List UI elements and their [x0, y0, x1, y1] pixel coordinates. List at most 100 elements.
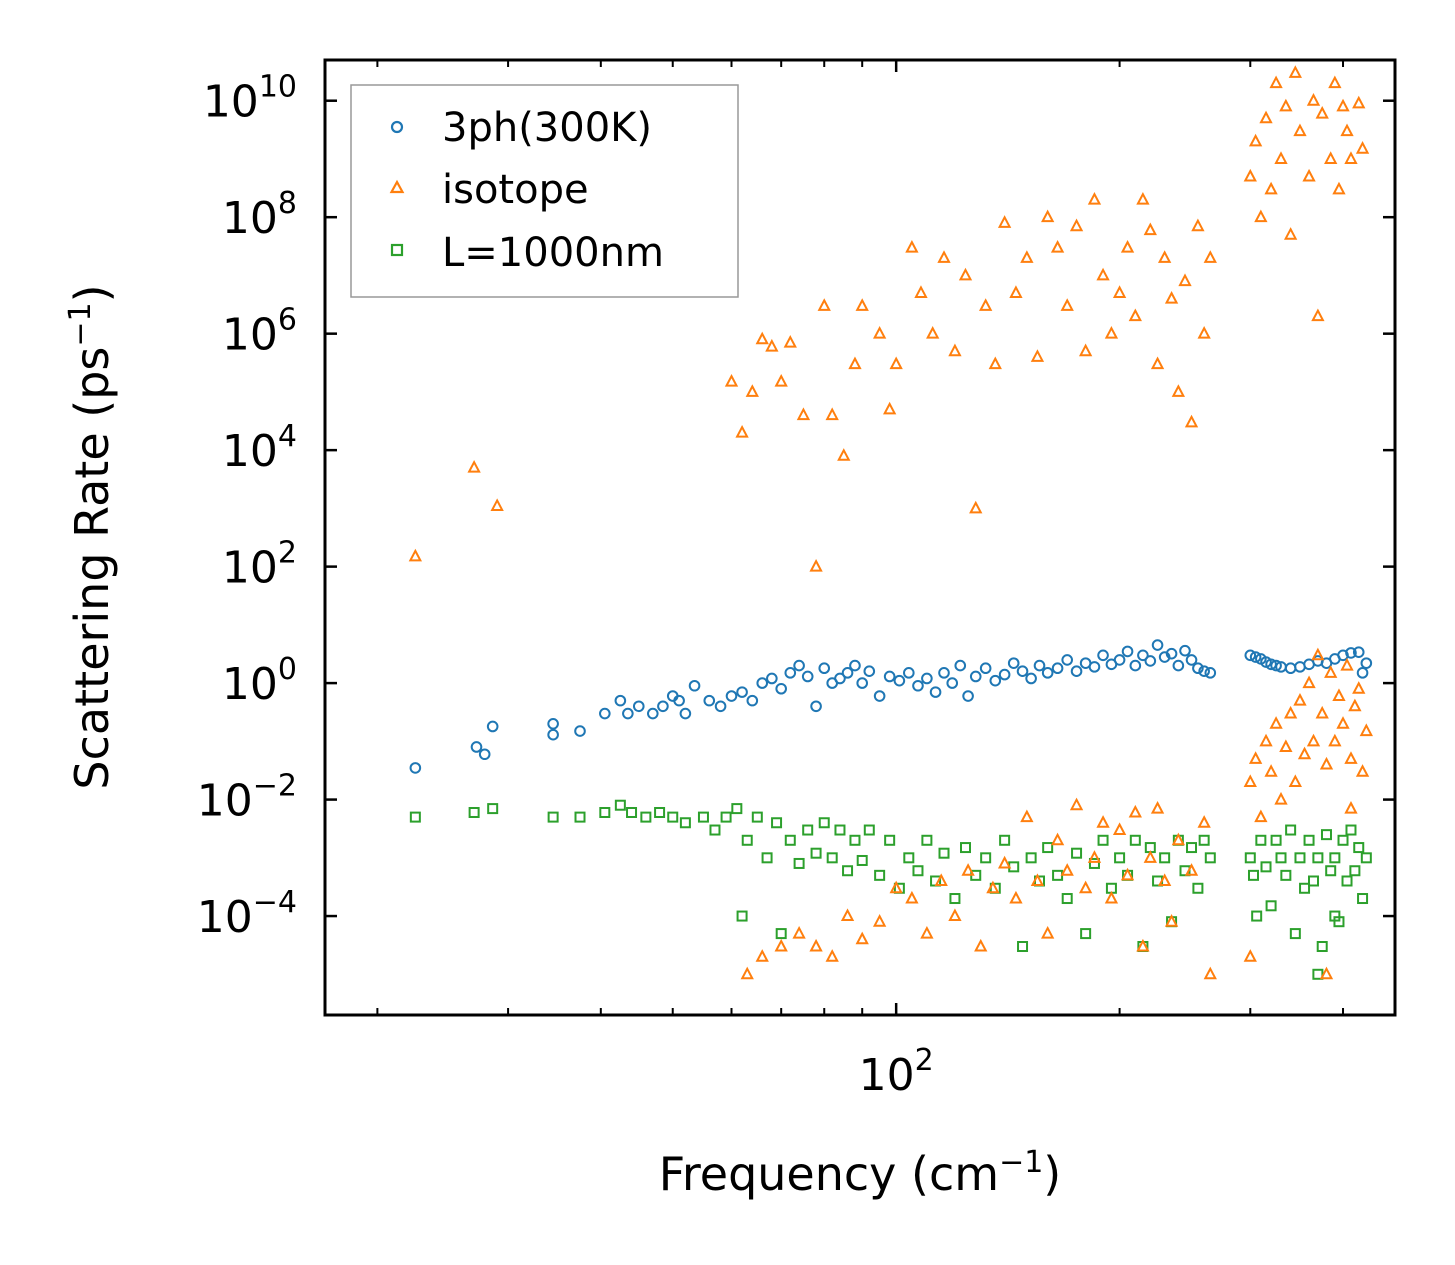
data-point — [1087, 192, 1102, 205]
data-point — [1251, 910, 1263, 922]
data-point — [746, 694, 759, 707]
data-point — [657, 700, 669, 713]
data-point — [1069, 797, 1084, 811]
data-point — [761, 852, 773, 864]
data-point — [874, 869, 886, 881]
data-point — [1137, 649, 1149, 662]
data-point — [1279, 739, 1293, 752]
data-point — [724, 373, 739, 387]
data-point — [740, 966, 754, 980]
data-point — [1114, 852, 1126, 864]
x-axis-title: Frequency (cm−1) — [659, 1145, 1062, 1201]
data-point — [1328, 75, 1342, 89]
data-point — [920, 925, 934, 939]
data-point — [1186, 842, 1198, 854]
data-point — [1197, 326, 1211, 339]
legend-label-l1000nm: L=1000nm — [442, 230, 664, 276]
data-point — [1009, 285, 1023, 298]
data-point — [1112, 285, 1127, 298]
data-point — [1136, 192, 1150, 205]
data-point — [1159, 852, 1171, 864]
data-point — [1352, 95, 1366, 109]
data-point — [817, 298, 831, 311]
data-point — [1360, 657, 1373, 669]
data-point — [1157, 873, 1172, 886]
data-point — [980, 852, 992, 864]
data-point — [1316, 941, 1328, 953]
data-point — [1060, 863, 1074, 876]
data-point — [1349, 865, 1361, 877]
data-point — [1061, 654, 1074, 666]
data-point — [1344, 151, 1358, 164]
data-point — [755, 331, 769, 345]
data-point — [825, 407, 839, 421]
data-point — [725, 690, 738, 702]
y-tick-label: 10−2 — [197, 769, 297, 827]
data-point — [1332, 181, 1346, 195]
data-point — [1280, 869, 1292, 881]
data-point — [1129, 834, 1141, 846]
series-L=1000nm — [409, 799, 1372, 980]
data-point — [1096, 815, 1110, 828]
y-tick-label: 10−4 — [197, 885, 297, 943]
data-point — [490, 498, 504, 511]
data-point — [834, 824, 846, 836]
data-point — [1151, 639, 1164, 651]
data-point — [1344, 751, 1358, 764]
data-point — [855, 298, 869, 311]
data-point — [884, 834, 896, 846]
data-point — [978, 298, 993, 311]
data-point — [818, 817, 830, 829]
data-point — [1328, 733, 1342, 747]
data-point — [1164, 914, 1179, 927]
data-point — [1319, 966, 1334, 980]
data-point — [1269, 716, 1283, 729]
data-point — [771, 817, 783, 829]
data-point — [929, 686, 942, 698]
data-point — [1264, 181, 1278, 195]
data-point — [1302, 168, 1316, 182]
data-point — [912, 865, 924, 877]
data-point — [1355, 141, 1370, 154]
data-point — [903, 667, 915, 679]
data-point — [654, 806, 666, 818]
data-point — [1060, 298, 1074, 311]
data-point — [1325, 865, 1337, 877]
data-point — [1340, 123, 1354, 137]
data-point — [1071, 847, 1083, 859]
data-point — [1270, 834, 1282, 846]
data-point — [487, 803, 499, 815]
data-point — [574, 725, 586, 737]
data-point — [1315, 705, 1329, 719]
data-point — [1283, 227, 1298, 240]
data-point — [1078, 343, 1093, 357]
data-point — [837, 448, 851, 461]
data-point — [810, 700, 822, 713]
data-point — [1274, 151, 1288, 164]
data-point — [969, 500, 983, 514]
data-point — [905, 239, 919, 253]
data-point — [979, 662, 992, 675]
data-point — [1136, 938, 1150, 952]
data-point — [1020, 250, 1034, 263]
data-point — [863, 665, 876, 678]
data-point — [1185, 654, 1198, 666]
data-point — [1143, 850, 1157, 863]
data-point — [889, 880, 903, 894]
legend-marker-l1000nm — [390, 243, 404, 257]
data-point — [1344, 800, 1358, 814]
data-point — [903, 852, 915, 864]
data-point — [1088, 857, 1100, 869]
data-point — [632, 700, 645, 713]
data-point — [1319, 756, 1334, 770]
data-point — [934, 873, 948, 886]
data-point — [810, 847, 822, 859]
data-point — [775, 682, 787, 695]
data-point — [840, 908, 855, 922]
data-point — [1204, 852, 1216, 864]
data-point — [1294, 852, 1306, 864]
data-point — [1192, 882, 1204, 894]
y-tick-label: 108 — [222, 186, 297, 244]
data-point — [938, 667, 950, 679]
data-point — [1260, 861, 1272, 873]
